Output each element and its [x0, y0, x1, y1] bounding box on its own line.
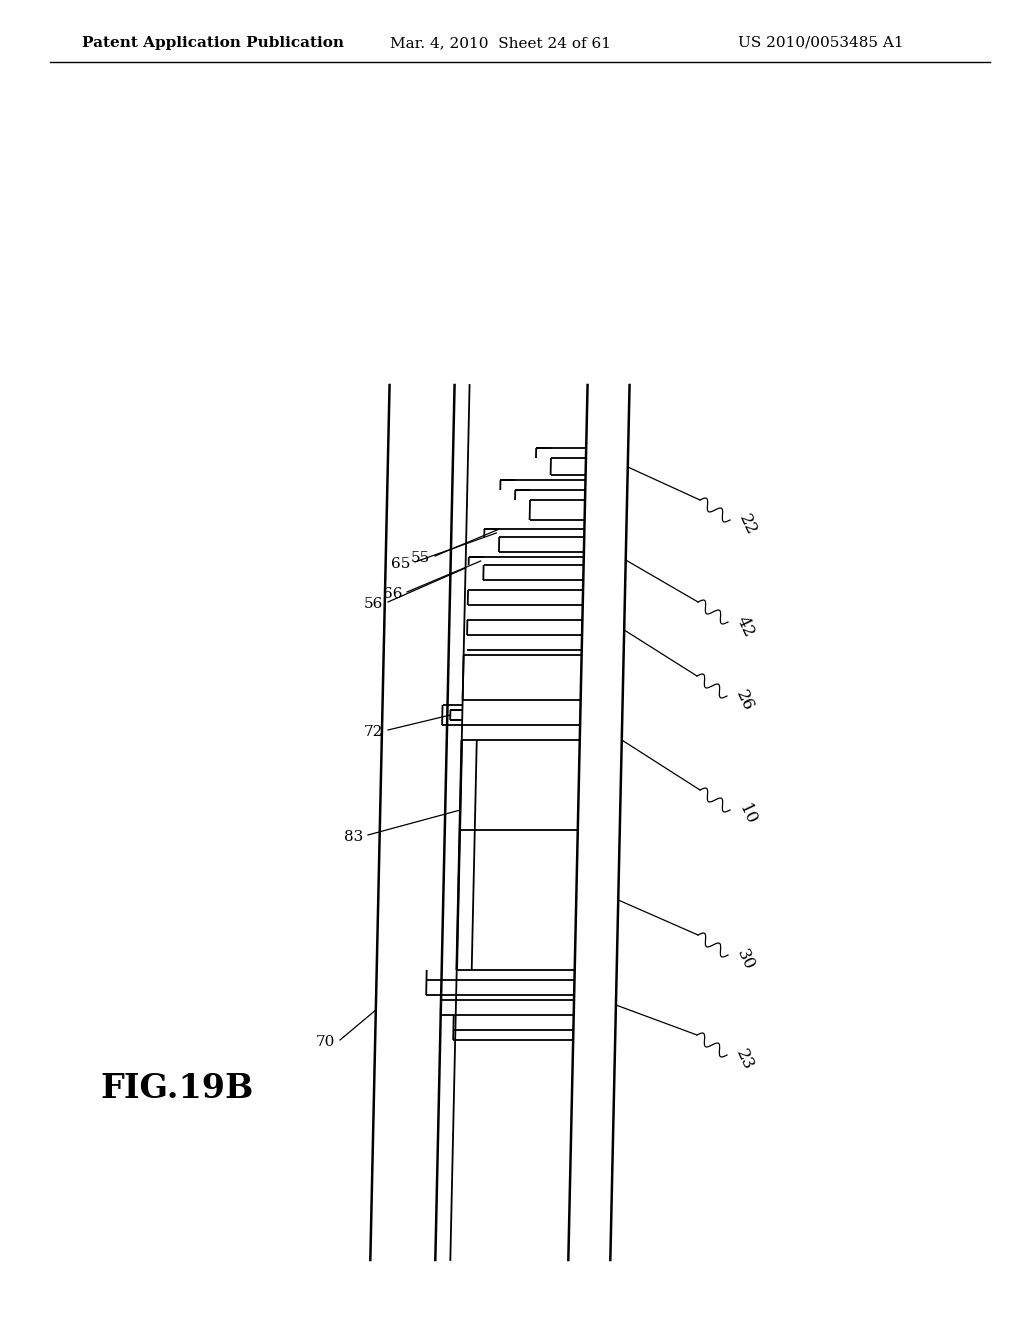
- Text: 83: 83: [344, 830, 362, 843]
- Text: US 2010/0053485 A1: US 2010/0053485 A1: [738, 36, 903, 50]
- Text: 66: 66: [383, 587, 402, 601]
- Text: 23: 23: [732, 1047, 757, 1073]
- Text: 65: 65: [390, 557, 410, 572]
- Text: 10: 10: [735, 801, 760, 828]
- Text: 26: 26: [732, 688, 757, 714]
- Text: 56: 56: [364, 597, 383, 611]
- Text: FIG.19B: FIG.19B: [100, 1072, 253, 1105]
- Text: 42: 42: [733, 614, 758, 640]
- Text: 72: 72: [364, 725, 383, 739]
- Text: 70: 70: [315, 1035, 335, 1049]
- Text: 30: 30: [733, 946, 758, 973]
- Text: 55: 55: [411, 550, 430, 565]
- Text: Patent Application Publication: Patent Application Publication: [82, 36, 344, 50]
- Text: 22: 22: [735, 512, 760, 539]
- Text: Mar. 4, 2010  Sheet 24 of 61: Mar. 4, 2010 Sheet 24 of 61: [390, 36, 611, 50]
